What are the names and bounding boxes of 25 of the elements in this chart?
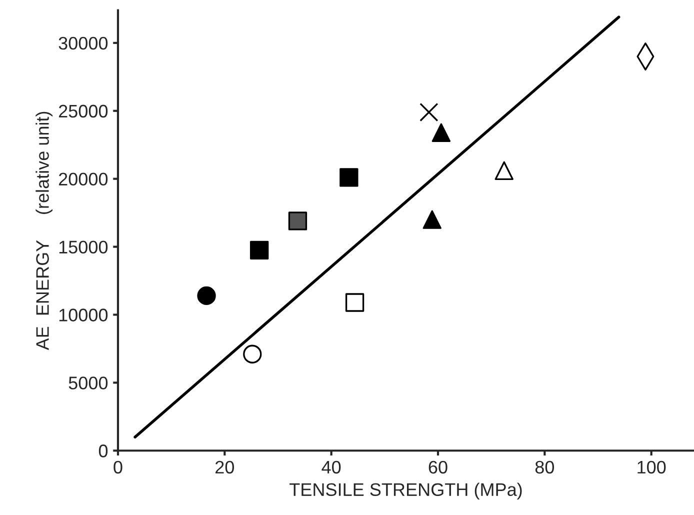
x-tick-label: 60 <box>428 460 448 474</box>
y-tick-label: 5000 <box>68 376 108 390</box>
point <box>494 161 514 180</box>
point <box>432 123 451 142</box>
point <box>340 168 358 187</box>
point <box>243 344 262 364</box>
y-tick-label: 0 <box>98 444 108 458</box>
point <box>420 102 438 122</box>
y-axis-title: AE ENERGY (relative unit) <box>36 112 52 350</box>
point <box>345 293 364 312</box>
point <box>288 212 308 230</box>
y-tick-label: 30000 <box>58 36 108 50</box>
y-tick-label: 10000 <box>59 308 108 322</box>
y-tick-label: 25000 <box>58 104 108 118</box>
x-tick-label: 0 <box>114 460 122 474</box>
x-tick-label: 20 <box>216 460 234 474</box>
y-tick-label: 15000 <box>59 240 108 254</box>
x-tick-label: 100 <box>638 460 666 474</box>
x-tick-label: 80 <box>535 460 554 474</box>
y-tick-label: 20000 <box>58 172 108 186</box>
point <box>422 210 442 229</box>
x-axis-title: TENSILE STRENGTH (MPa) <box>290 482 522 500</box>
x-tick-label: 40 <box>322 460 341 474</box>
point <box>197 286 216 306</box>
point <box>250 240 269 260</box>
